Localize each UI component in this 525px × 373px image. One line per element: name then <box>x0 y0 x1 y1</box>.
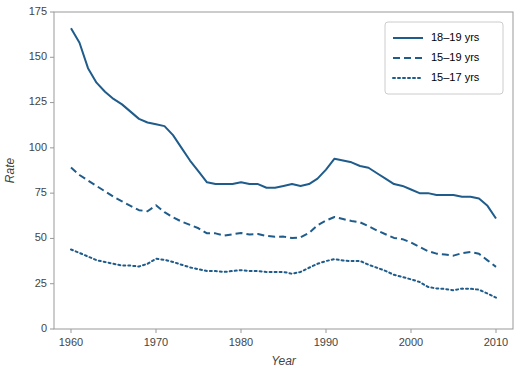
y-tick-label: 0 <box>41 322 47 334</box>
y-tick-label: 75 <box>35 186 47 198</box>
y-tick <box>50 238 54 239</box>
x-axis-label: Year <box>271 354 297 368</box>
x-tick-label: 1970 <box>144 336 168 348</box>
y-tick <box>50 283 54 284</box>
legend-frame <box>385 22 503 94</box>
y-tick-label: 150 <box>29 50 47 62</box>
legend-label: 15–19 yrs <box>431 51 480 63</box>
y-axis-label: Rate <box>3 158 17 184</box>
x-tick <box>241 329 242 333</box>
legend: 18–19 yrs 15–19 yrs 15–17 yrs <box>385 22 503 94</box>
legend-swatch <box>393 77 423 79</box>
y-tick <box>50 147 54 148</box>
x-tick <box>411 329 412 333</box>
y-tick-label: 175 <box>29 5 47 17</box>
legend-swatch <box>393 57 423 59</box>
x-tick-label: 2000 <box>399 336 423 348</box>
y-tick-label: 100 <box>29 141 47 153</box>
x-tick-label: 1990 <box>314 336 338 348</box>
chart: 0 25 50 75 100 125 150 175 1960 1970 1980 1990 2000 2… <box>0 0 525 373</box>
x-tick <box>71 329 72 333</box>
legend-label: 15–17 yrs <box>431 71 480 83</box>
y-tick <box>50 12 54 13</box>
chart-container: 0 25 50 75 100 125 150 175 1960 1970 1980 1990 2000 2… <box>0 0 525 373</box>
y-tick-label: 125 <box>29 95 47 107</box>
y-tick <box>50 102 54 103</box>
y-tick <box>50 57 54 58</box>
legend-swatch <box>393 37 423 39</box>
x-tick-label: 1960 <box>59 336 83 348</box>
legend-label: 18–19 yrs <box>431 31 480 43</box>
x-tick <box>496 329 497 333</box>
plot-frame <box>54 12 513 329</box>
y-tick <box>50 193 54 194</box>
x-tick-label: 2010 <box>484 336 508 348</box>
series-line <box>71 249 496 297</box>
y-tick-label: 50 <box>35 231 47 243</box>
series-line <box>71 168 496 267</box>
x-tick-label: 1980 <box>229 336 253 348</box>
y-tick-label: 25 <box>35 277 47 289</box>
x-tick <box>326 329 327 333</box>
x-tick <box>156 329 157 333</box>
y-tick <box>50 329 54 330</box>
series-line <box>71 28 496 218</box>
